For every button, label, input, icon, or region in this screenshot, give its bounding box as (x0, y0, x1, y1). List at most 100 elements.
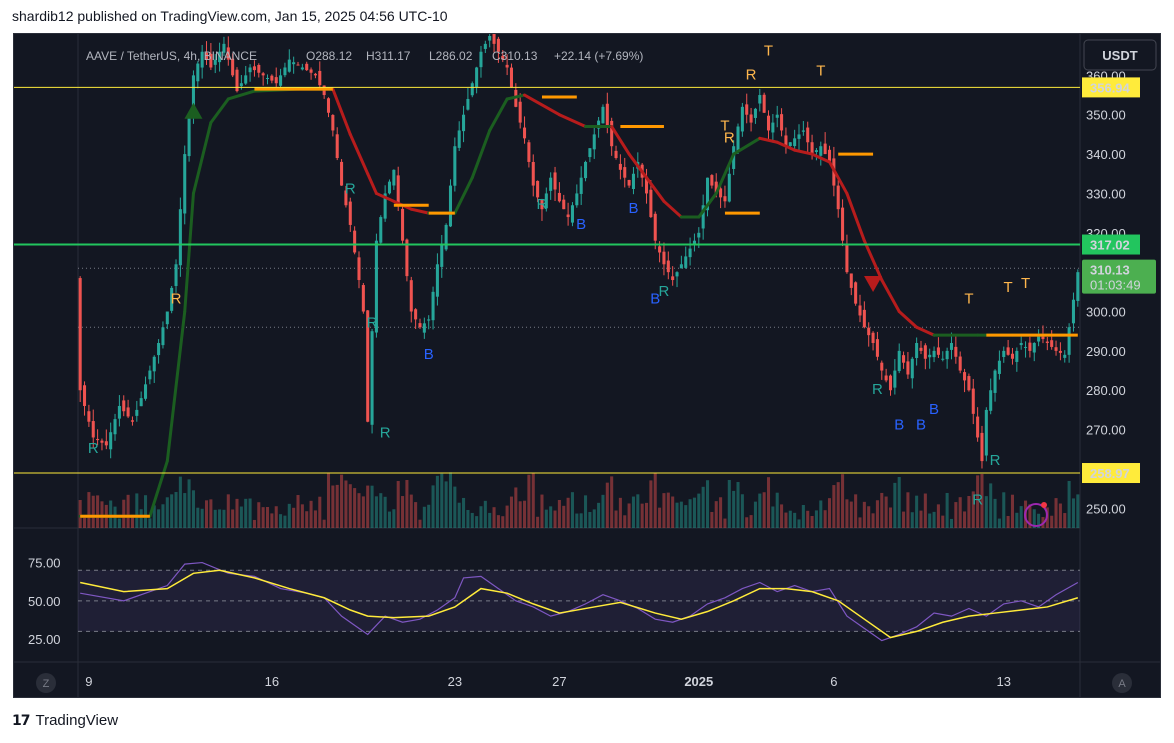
volume-bar (871, 513, 875, 528)
candle-body (387, 181, 392, 194)
volume-bar (723, 518, 727, 528)
candle-body (318, 70, 322, 86)
volume-bar (544, 509, 548, 528)
candle-body (531, 161, 535, 186)
volume-bar (200, 508, 204, 528)
volume-bar (475, 516, 479, 528)
candle-body (671, 276, 675, 281)
candle-body (862, 309, 866, 328)
trend-trail-segment (775, 140, 797, 152)
volume-bar (557, 499, 561, 528)
candle-body (814, 150, 818, 153)
candle-body (87, 411, 91, 422)
candle-body (623, 167, 627, 178)
volume-bar (697, 493, 701, 528)
candle-body (810, 142, 814, 155)
trend-trail-segment (453, 176, 474, 215)
candle-body (597, 120, 601, 129)
candle-body (719, 188, 723, 198)
volume-bar (405, 479, 409, 528)
candle-body (875, 339, 879, 357)
candle-body (357, 257, 361, 281)
candle-body (218, 51, 222, 63)
volume-bar (597, 502, 601, 528)
signal-marker-R: R (88, 440, 99, 457)
volume-bar (562, 505, 566, 528)
candle-body (453, 146, 457, 186)
signal-marker-R: R (171, 291, 182, 308)
candle-body (335, 134, 339, 159)
candle-body (257, 64, 261, 73)
chart-frame[interactable]: USDT250.00260.00270.00280.00290.00300.00… (13, 33, 1161, 698)
candle-body (570, 205, 574, 223)
candle-body (653, 213, 657, 241)
signal-marker-R: R (972, 491, 983, 508)
candle-body (692, 240, 696, 246)
trend-trail-segment (810, 152, 831, 164)
candlestick-chart[interactable]: USDT250.00260.00270.00280.00290.00300.00… (14, 34, 1160, 697)
volume-bar (845, 499, 849, 528)
volume-bar (244, 498, 248, 528)
volume-bar (540, 494, 544, 528)
alert-dot-icon (1041, 502, 1047, 508)
trend-trail-segment (862, 239, 884, 282)
candle-body (204, 52, 209, 60)
trend-trail-segment (374, 191, 396, 203)
volume-bar (645, 502, 649, 528)
candle-body (758, 95, 762, 104)
signal-marker-R: R (537, 196, 548, 213)
volume-bar (222, 509, 226, 528)
volume-bar (1054, 498, 1058, 528)
candle-body (662, 251, 666, 265)
volume-bar (553, 510, 557, 528)
volume-bar (239, 506, 243, 528)
currency-box (1083, 39, 1157, 71)
volume-bar (265, 506, 270, 528)
trend-trail-segment (191, 121, 213, 195)
candle-body (688, 248, 692, 258)
footer-brand[interactable]: TradingView (35, 712, 119, 729)
candle-body (884, 375, 888, 381)
volume-bar (257, 502, 261, 528)
volume-bar (610, 476, 614, 528)
candle-body (679, 264, 683, 269)
candle-body (374, 240, 378, 333)
candle-body (475, 67, 479, 88)
volume-bar (1028, 504, 1032, 528)
volume-bar (749, 515, 753, 528)
volume-bar (144, 495, 148, 528)
volume-bar (806, 510, 810, 528)
candle-body (405, 239, 409, 277)
volume-bar (161, 504, 165, 528)
trend-trail-segment (793, 148, 814, 156)
volume-bar (662, 493, 666, 528)
volume-bar (1015, 512, 1019, 528)
volume-bar (305, 511, 309, 528)
volume-bar (178, 476, 182, 528)
volume-bar (997, 518, 1001, 528)
signal-marker-R: R (380, 424, 391, 441)
candle-body (819, 146, 823, 156)
level-price-label: 258.97 (1090, 466, 1130, 481)
trend-trail-segment (183, 191, 195, 314)
candle-body (222, 43, 226, 53)
signal-marker-T: T (764, 43, 773, 60)
current-price-tag (1082, 259, 1156, 294)
candle-body (727, 173, 731, 202)
volume-bar (148, 518, 152, 528)
candle-body (858, 305, 862, 316)
trend-trail-segment (714, 152, 736, 195)
volume-bar (331, 485, 335, 528)
countdown-label: 01:03:49 (1090, 278, 1141, 293)
alert-lightning-icon (1024, 503, 1048, 527)
candle-body (601, 106, 605, 124)
candle-body (100, 440, 104, 443)
rsi-ma-line (80, 569, 1079, 639)
volume-bar (932, 511, 936, 528)
footer: 17 TradingView (12, 712, 118, 729)
volume-bar (466, 509, 470, 528)
volume-bar (1076, 494, 1080, 528)
volume-bar (753, 501, 757, 528)
candle-body (749, 114, 753, 123)
candle-body (701, 205, 705, 229)
